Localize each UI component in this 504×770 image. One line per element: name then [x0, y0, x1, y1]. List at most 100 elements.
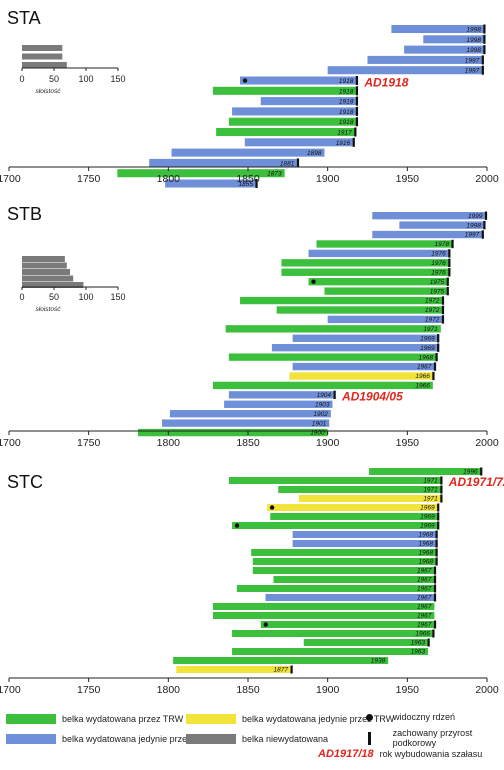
bar-end-label: 1968 [419, 559, 434, 566]
bark-mark [446, 277, 449, 286]
sample-bar [232, 630, 433, 638]
bar-end-label: 1976 [431, 251, 446, 258]
sample-bar [252, 567, 435, 575]
bark-mark [441, 315, 445, 324]
inset-tick-label: 100 [78, 74, 93, 84]
sample-bar [281, 268, 449, 276]
sample-bar [173, 657, 389, 665]
sample-bar [292, 362, 435, 371]
legend-item-pith: widoczny rdzeń [366, 712, 455, 722]
sample-bar [270, 513, 438, 521]
sample-bar [292, 334, 438, 342]
bar-end-label: 1918 [339, 78, 354, 85]
sample-bar [228, 353, 437, 361]
inset-tick-label: 0 [19, 74, 24, 84]
bar-end-label: 1918 [339, 88, 354, 95]
bark-mark [355, 76, 359, 86]
bark-mark [433, 593, 437, 602]
pith-dot-icon [366, 713, 373, 721]
bar-end-label: 1996 [463, 469, 478, 476]
bar-end-label: 1976 [431, 260, 446, 267]
sample-bar [216, 128, 355, 137]
sample-bar [224, 400, 333, 408]
bar-end-label: 1967 [417, 364, 432, 371]
panel-title: STA [7, 8, 41, 28]
sample-bar [236, 585, 435, 593]
legend-item-trw-ion: belka wydatowana przez TRW i ION [6, 714, 206, 724]
x-tick-label: 1800 [157, 437, 181, 449]
inset-tick-label: 150 [110, 292, 125, 302]
legend-item-felling: AD1917/18 rok wybudowania szałasu [318, 748, 482, 760]
bark-mark [290, 665, 293, 674]
sample-bar [212, 381, 433, 390]
bar-end-label: 1997 [465, 68, 480, 75]
bar-end-label: 1972 [425, 307, 440, 314]
felling-year-label: AD1971/72 [448, 475, 504, 489]
bark-mark [427, 638, 430, 647]
bark-mark [481, 55, 484, 65]
bark-mark [435, 548, 438, 557]
bar-end-label: 1898 [307, 150, 322, 157]
sample-bar [260, 621, 435, 629]
sample-bar [169, 410, 331, 418]
legend-swatch-trw-ion [6, 714, 56, 724]
bark-mark [448, 258, 451, 268]
sample-bar [244, 138, 354, 147]
bark-mark [483, 24, 486, 34]
sample-bar [232, 107, 357, 116]
x-tick-label: 1950 [396, 437, 420, 449]
bar-end-label: 1966 [415, 373, 430, 380]
x-tick-label: 1950 [396, 173, 420, 185]
bark-mark [433, 566, 437, 575]
inset-tick-label: 0 [19, 292, 24, 302]
sample-bar [165, 179, 256, 188]
bar-end-label: 1963 [411, 649, 426, 656]
bark-mark [355, 96, 359, 106]
undated-bar [22, 262, 67, 269]
undated-bar [22, 53, 63, 60]
sample-bar [372, 230, 483, 239]
bar-end-label: 1976 [431, 269, 446, 276]
x-tick-label: 1750 [77, 173, 101, 185]
bark-mark [433, 620, 437, 629]
sample-bar [391, 25, 484, 34]
sample-bar [212, 603, 435, 611]
bar-end-label: 1997 [465, 232, 480, 239]
x-tick-label: 1900 [316, 684, 340, 696]
bar-end-label: 1971 [423, 487, 438, 494]
panel-title: STB [7, 204, 42, 224]
bar-end-label: 1966 [415, 383, 430, 390]
sample-bar [327, 66, 483, 75]
sample-bar [240, 76, 357, 85]
x-tick-label: 1900 [316, 173, 340, 185]
legend-label-trw-only: belka wydatowana jedynie przez TRW [242, 714, 395, 724]
legend-swatch-undated [186, 734, 236, 744]
bar-end-label: 1917 [337, 130, 352, 137]
bar-end-label: 1901 [312, 420, 327, 427]
x-tick-label: 2000 [475, 173, 499, 185]
bar-end-label: 1918 [339, 109, 354, 116]
bar-end-label: 1967 [417, 586, 432, 593]
bark-mark [483, 45, 486, 55]
x-tick-label: 1700 [0, 173, 21, 185]
bar-end-label: 1903 [315, 401, 330, 408]
inset-tick-label: 50 [49, 292, 59, 302]
bar-end-label: 1963 [411, 640, 426, 647]
x-tick-label: 1950 [396, 684, 420, 696]
sample-bar [423, 35, 484, 44]
legend: belka wydatowana przez TRW i ION belka w… [0, 700, 504, 770]
bark-mark [435, 539, 438, 548]
bark-mark [433, 575, 437, 584]
bar-end-label: 1969 [420, 514, 435, 521]
sample-bar [308, 278, 448, 286]
sample-bar [316, 240, 452, 248]
sample-bar [267, 504, 438, 512]
pith-dot [242, 78, 248, 83]
pith-dot [311, 279, 316, 284]
bark-mark [355, 106, 359, 116]
bar-end-label: 1972 [425, 317, 440, 324]
bar-end-label: 1971 [423, 326, 438, 333]
pith-dot [234, 523, 240, 528]
sample-bar [232, 648, 429, 656]
sample-bar [298, 495, 441, 503]
